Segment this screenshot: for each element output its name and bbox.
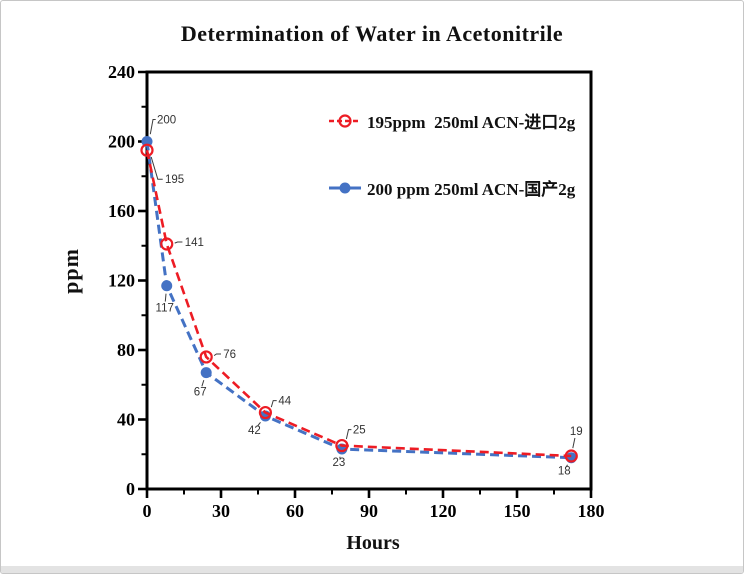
- plot-frame: [145, 70, 593, 491]
- svg-text:23: 23: [332, 457, 345, 469]
- svg-text:44: 44: [278, 396, 291, 408]
- legend-item-imported: 195ppm 250ml ACN-进口2g: [328, 108, 575, 133]
- svg-text:19: 19: [570, 426, 583, 438]
- x-axis-title: Hours: [346, 532, 400, 554]
- svg-text:30: 30: [212, 501, 230, 521]
- svg-text:195: 195: [165, 174, 184, 186]
- svg-text:80: 80: [117, 340, 135, 360]
- svg-text:18: 18: [558, 466, 571, 478]
- svg-text:240: 240: [108, 62, 135, 82]
- svg-text:76: 76: [223, 349, 236, 361]
- axis-tick-labels: 0 30 60 90 120 150 180 0 40 80 120 160 200 240: [108, 62, 605, 521]
- svg-text:40: 40: [117, 410, 135, 430]
- legend-sample-line-icon: [329, 113, 361, 128]
- svg-text:200: 200: [157, 115, 176, 127]
- legend-label-imported: 195ppm 250ml ACN-进口2g: [367, 113, 576, 132]
- chart-title: Determination of Water in Acetonitrile: [180, 21, 564, 46]
- legend-label-domestic: 200 ppm 250ml ACN-国产2g: [367, 180, 576, 199]
- svg-text:67: 67: [194, 387, 207, 399]
- svg-text:200: 200: [108, 132, 135, 152]
- svg-text:120: 120: [108, 271, 135, 291]
- legend-sample-line-icon: [329, 182, 361, 193]
- card-bottom-edge: [1, 566, 743, 573]
- point-labels: 195 141 76 44 25 19: [150, 156, 583, 449]
- y-axis-title: ppm: [58, 248, 83, 294]
- svg-text:0: 0: [143, 501, 152, 521]
- svg-text:160: 160: [108, 201, 135, 221]
- svg-text:60: 60: [286, 501, 304, 521]
- point-labels: 200 117 67 42 23 18: [149, 115, 571, 478]
- svg-text:42: 42: [248, 425, 261, 437]
- svg-text:120: 120: [430, 501, 457, 521]
- svg-text:25: 25: [353, 425, 366, 437]
- svg-text:180: 180: [578, 501, 605, 521]
- svg-text:0: 0: [126, 479, 135, 499]
- svg-text:117: 117: [156, 303, 174, 315]
- svg-text:150: 150: [504, 501, 531, 521]
- svg-text:141: 141: [185, 237, 204, 249]
- series-imported: [140, 143, 578, 463]
- svg-text:90: 90: [360, 501, 378, 521]
- legend-item-domestic: 200 ppm 250ml ACN-国产2g: [328, 175, 575, 200]
